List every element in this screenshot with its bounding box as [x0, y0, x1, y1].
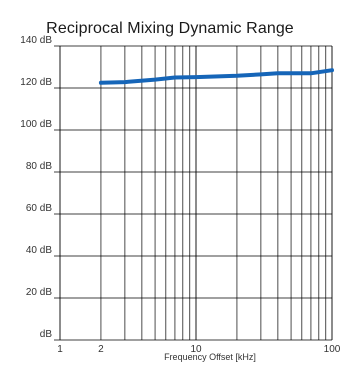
- x-tick-label: 10: [190, 344, 202, 355]
- x-tick-label: 100: [324, 344, 340, 355]
- series-lines: [98, 68, 334, 85]
- y-tick-label: 140 dB: [20, 35, 52, 46]
- series-line: [98, 68, 334, 85]
- y-tick-label: 60 dB: [26, 203, 52, 214]
- y-tick-labels: dB 20 dB 40 dB 60 dB 80 dB 100 dB 120 dB 140 dB: [20, 35, 52, 340]
- y-tick-label: 40 dB: [26, 245, 52, 256]
- x-axis-label: Frequency Offset [kHz]: [164, 352, 256, 362]
- x-tick-label: 1: [57, 344, 63, 355]
- x-tick-labels: 1 2 10 100: [57, 344, 340, 355]
- vertical-gridlines: [59, 46, 333, 340]
- chart-title: Reciprocal Mixing Dynamic Range: [46, 20, 294, 37]
- horizontal-gridlines: [54, 45, 332, 341]
- y-tick-label: dB: [40, 329, 53, 340]
- y-tick-label: 80 dB: [26, 161, 52, 172]
- x-tick-label: 2: [98, 344, 104, 355]
- y-tick-label: 120 dB: [20, 77, 52, 88]
- y-tick-label: 100 dB: [20, 119, 52, 130]
- y-tick-label: 20 dB: [26, 287, 52, 298]
